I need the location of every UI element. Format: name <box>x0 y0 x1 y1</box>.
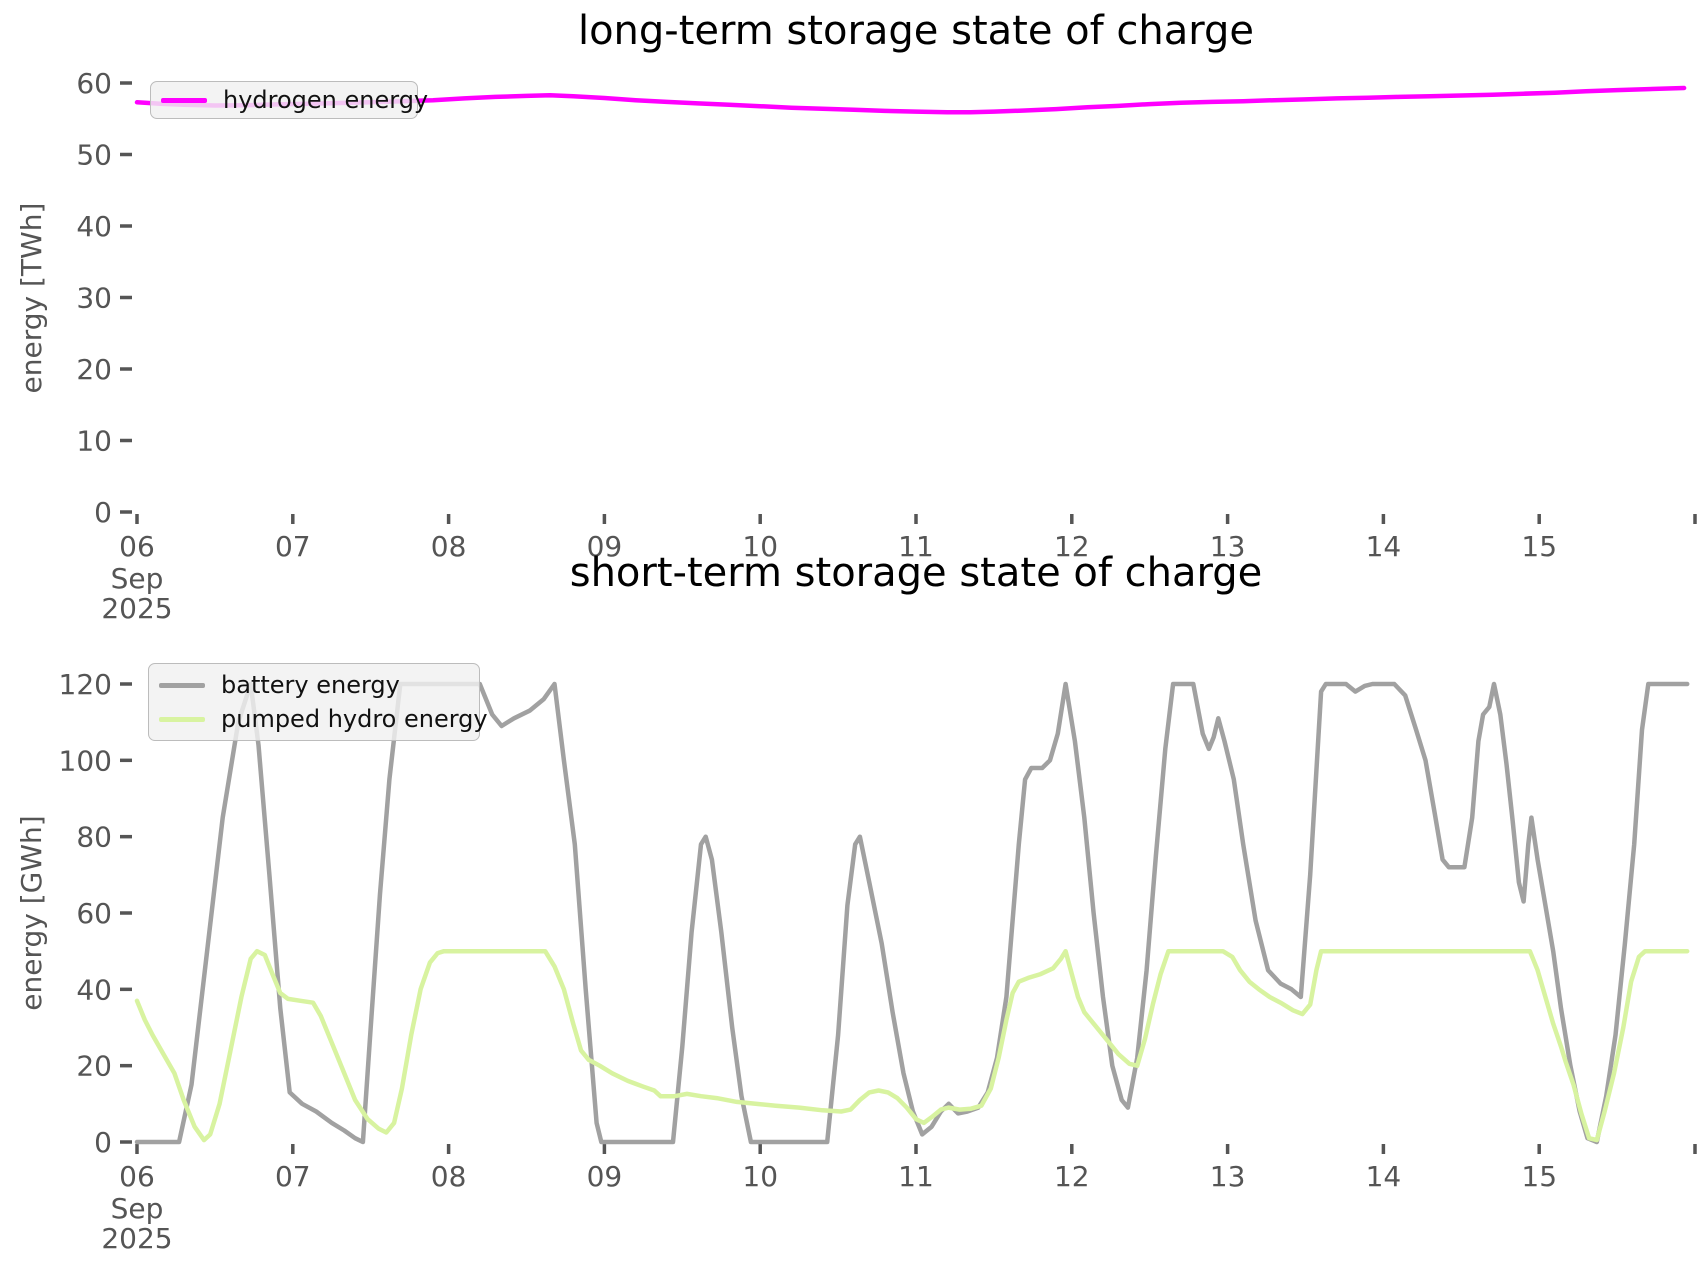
x-tick-label: 08 <box>431 1160 467 1193</box>
short-term-chart-title: short-term storage state of charge <box>569 550 1263 596</box>
x-axis-month-label: Sep <box>111 1192 164 1225</box>
y-tick-label: 60 <box>76 897 112 930</box>
y-tick-label: 10 <box>76 425 112 458</box>
long-term-chart-title: long-term storage state of charge <box>577 8 1255 54</box>
y-tick-label: 50 <box>76 139 112 172</box>
x-axis-year-label: 2025 <box>101 1222 172 1255</box>
x-tick-label: 06 <box>119 1160 155 1193</box>
x-tick-label: 13 <box>1210 530 1246 563</box>
legend-label-battery-energy: battery energy <box>221 671 400 699</box>
x-tick-label: 06 <box>119 530 155 563</box>
legend-label-hydrogen-energy: hydrogen energy <box>223 86 429 114</box>
x-tick-label: 13 <box>1210 1160 1246 1193</box>
battery-line-swatch <box>159 682 205 688</box>
x-tick-label: 09 <box>587 1160 623 1193</box>
y-tick-label: 120 <box>59 668 112 701</box>
x-tick-label: 10 <box>742 1160 778 1193</box>
x-tick-label: 14 <box>1366 530 1402 563</box>
x-axis-year-label: 2025 <box>101 592 172 625</box>
y-tick-label: 80 <box>76 821 112 854</box>
y-tick-label: 60 <box>76 67 112 100</box>
x-tick-label: 07 <box>275 530 311 563</box>
x-tick-label: 09 <box>587 530 623 563</box>
short-term-y-axis-label: energy [GWh] <box>15 815 48 1011</box>
y-tick-label: 0 <box>94 496 112 529</box>
x-tick-label: 15 <box>1521 1160 1557 1193</box>
y-tick-label: 30 <box>76 282 112 315</box>
long-term-y-axis-label: energy [TWh] <box>15 202 48 394</box>
x-tick-label: 11 <box>898 530 934 563</box>
x-tick-label: 12 <box>1054 1160 1090 1193</box>
y-tick-label: 100 <box>59 744 112 777</box>
legend-long-term: hydrogen energy <box>150 81 428 119</box>
x-tick-label: 14 <box>1366 1160 1402 1193</box>
y-tick-label: 20 <box>76 1050 112 1083</box>
y-tick-label: 40 <box>76 973 112 1006</box>
x-tick-label: 11 <box>898 1160 934 1193</box>
legend-item-battery-energy: battery energy <box>159 668 469 702</box>
y-tick-label: 40 <box>76 210 112 243</box>
y-tick-label: 0 <box>94 1126 112 1159</box>
pumped-hydro-energy-line <box>134 948 1690 1143</box>
legend-item-hydrogen-energy: hydrogen energy <box>161 84 428 116</box>
x-tick-label: 07 <box>275 1160 311 1193</box>
x-tick-label: 12 <box>1054 530 1090 563</box>
x-tick-label: 15 <box>1521 530 1557 563</box>
legend-item-pumped-hydro-energy: pumped hydro energy <box>159 702 488 736</box>
x-tick-label: 10 <box>742 530 778 563</box>
pumped-hydro-line-swatch <box>159 716 205 722</box>
legend-label-pumped-hydro-energy: pumped hydro energy <box>221 705 488 733</box>
y-tick-label: 20 <box>76 353 112 386</box>
legend-short-term: battery energy pumped hydro energy <box>148 663 488 741</box>
x-tick-label: 08 <box>431 530 467 563</box>
battery-energy-line <box>134 681 1690 1145</box>
hydrogen-line-swatch <box>161 97 207 103</box>
x-axis-month-label: Sep <box>111 562 164 595</box>
